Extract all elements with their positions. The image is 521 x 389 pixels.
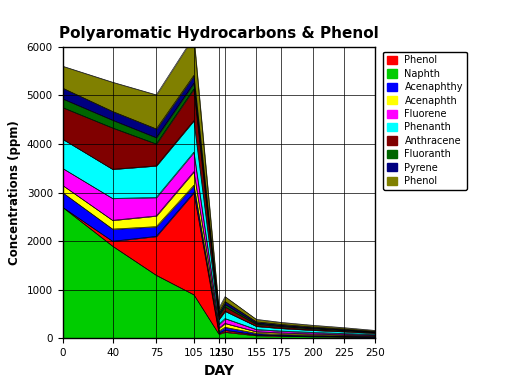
Legend: Phenol, Naphth, Acenaphthy, Acenaphth, Fluorene, Phenanth, Anthracene, Fluoranth: Phenol, Naphth, Acenaphthy, Acenaphth, F… [383, 51, 467, 190]
X-axis label: DAY: DAY [203, 364, 234, 378]
Title: Polyaromatic Hydrocarbons & Phenol: Polyaromatic Hydrocarbons & Phenol [59, 26, 379, 41]
Y-axis label: Concentrations (ppm): Concentrations (ppm) [8, 120, 21, 265]
